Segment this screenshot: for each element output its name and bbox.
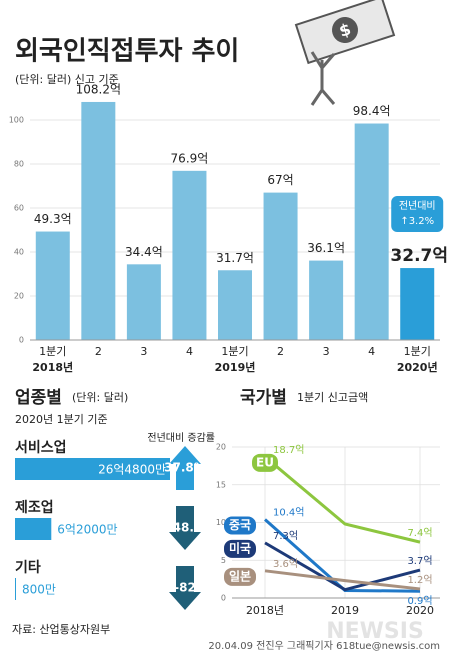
section-subtitle: 1분기 신고금액 <box>297 391 368 404</box>
y-tick-label: 5 <box>221 556 226 565</box>
svg-text:$: $ <box>337 19 353 41</box>
bar <box>309 260 344 340</box>
chart-title: 외국인직접투자 추이 <box>15 37 239 67</box>
y-tick-label: 0 <box>221 594 226 603</box>
section-title: 국가별 <box>240 388 287 408</box>
watermark: NEWSIS <box>326 619 424 644</box>
credit: 20.04.09 전진우 그래픽기자 618tue@newsis.com <box>208 640 440 652</box>
y-tick-label: 15 <box>216 480 226 489</box>
x-tick-label: 2020 <box>406 604 434 617</box>
x-tick-label: 1분기 <box>404 345 431 358</box>
bar <box>15 458 170 480</box>
y-tick-label: 0 <box>19 336 24 345</box>
year-label: 2018년 <box>32 360 73 374</box>
x-tick-label: 3 <box>323 345 330 358</box>
x-tick-label: 4 <box>368 345 375 358</box>
value-label: 10.4억 <box>273 506 304 518</box>
bar <box>35 231 70 340</box>
series-badge <box>224 516 256 535</box>
chart-subtitle: (단위: 달러) 신고 기준 <box>15 73 119 86</box>
y-tick-label: 100 <box>9 116 24 125</box>
y-tick-label: 80 <box>14 160 24 169</box>
x-tick-label: 2 <box>95 345 102 358</box>
change-title: 전년대비 증감률 <box>147 432 215 444</box>
change-arrow <box>169 566 201 610</box>
legend-label: EU <box>256 455 274 469</box>
source: 자료: 산업통상자원부 <box>12 623 110 636</box>
x-tick-label: 2 <box>277 345 284 358</box>
bar <box>81 101 116 341</box>
y-tick-label: 60 <box>14 204 24 213</box>
bar <box>126 264 161 340</box>
value-label: 6억2000만 <box>57 523 117 537</box>
value-label: 3.6억 <box>273 558 298 570</box>
value-label: 108.2억 <box>76 82 121 96</box>
bar <box>218 270 252 340</box>
line <box>264 455 421 544</box>
x-tick-label: 2019 <box>331 604 359 617</box>
value-label: 31.7억 <box>216 251 254 265</box>
legend-label: 일본 <box>229 569 251 583</box>
y-tick-label: 40 <box>14 248 24 257</box>
value-label: 34.4억 <box>125 245 163 259</box>
change-label: -48.7 <box>168 521 203 535</box>
value-label: 18.7억 <box>273 444 304 456</box>
category-label: 기타 <box>15 560 41 576</box>
money-illustration: $ <box>294 0 396 65</box>
value-label: 32.7억 <box>390 246 448 266</box>
change-label: -82 <box>174 581 196 595</box>
value-label: 800만 <box>22 583 56 597</box>
x-tick-label: 1분기 <box>39 345 66 358</box>
x-tick-label: 4 <box>186 345 193 358</box>
legend-label: 미국 <box>229 540 251 555</box>
value-label: 67억 <box>267 173 293 187</box>
value-label: 76.9억 <box>171 151 209 165</box>
y-tick-label: 20 <box>14 292 24 301</box>
line <box>264 541 421 592</box>
bar <box>15 518 52 540</box>
change-label: 37.8% <box>164 461 206 475</box>
value-label: 98.4억 <box>353 104 391 118</box>
y-tick-label: 20 <box>216 443 226 452</box>
section-title: 업종별 <box>15 388 62 408</box>
bar <box>400 268 435 340</box>
year-label: 2020년 <box>397 360 438 374</box>
x-tick-label: 2018년 <box>246 604 284 617</box>
section-note: 2020년 1분기 기준 <box>15 413 108 426</box>
line <box>264 569 421 591</box>
x-tick-label: 1분기 <box>221 345 248 358</box>
annotation: ↑3.2% <box>400 216 434 227</box>
y-tick-label: 10 <box>216 518 226 527</box>
x-tick-label: 3 <box>140 345 147 358</box>
legend-label: 중국 <box>229 518 251 532</box>
series-badge <box>252 453 278 472</box>
year-label: 2019년 <box>215 360 256 374</box>
figure-illustration <box>310 51 336 106</box>
value-label: 49.3억 <box>34 212 72 226</box>
annotation-box <box>391 196 444 233</box>
section-subtitle: (단위: 달러) <box>72 391 128 404</box>
value-label: 36.1억 <box>307 241 345 255</box>
bar <box>15 578 16 600</box>
value-label: 26억4800만 <box>98 463 166 477</box>
series-badge <box>224 539 256 558</box>
value-label: 1.2억 <box>407 574 432 586</box>
value-label: 7.4억 <box>407 527 432 539</box>
value-label: 7.3억 <box>273 530 298 542</box>
value-label: 0.9억 <box>407 595 432 607</box>
change-arrow <box>169 446 201 490</box>
category-label: 제조업 <box>15 500 54 516</box>
annotation: 전년대비 <box>399 200 436 212</box>
bar <box>263 192 298 340</box>
category-label: 서비스업 <box>15 440 67 456</box>
value-label: 3.7억 <box>407 555 432 567</box>
change-arrow <box>169 506 201 550</box>
bar <box>354 123 389 341</box>
series-badge <box>224 567 256 586</box>
bar <box>172 170 207 340</box>
